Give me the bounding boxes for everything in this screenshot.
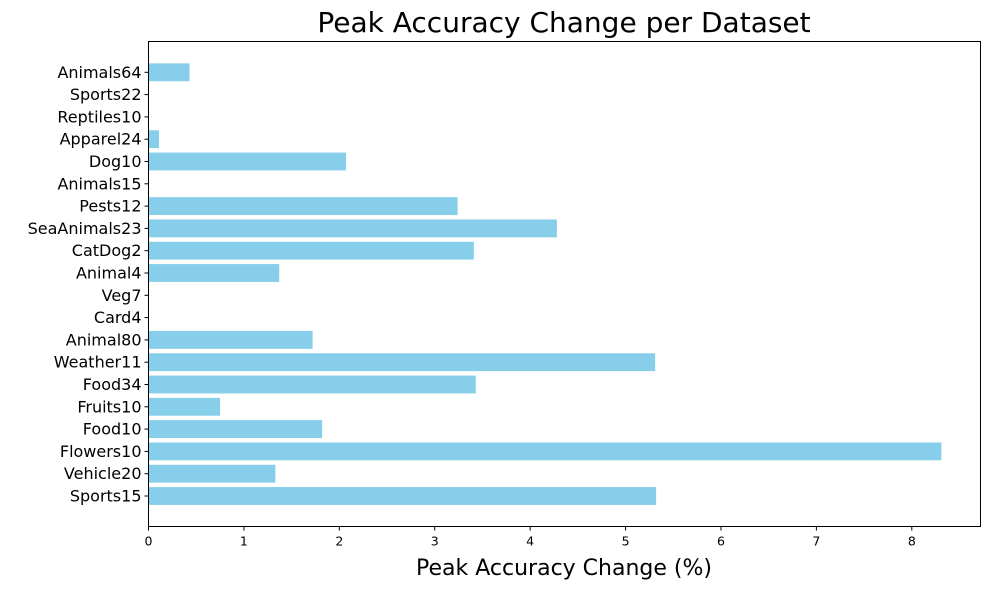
chart-title: Peak Accuracy Change per Dataset xyxy=(317,6,810,39)
bar-flowers10 xyxy=(148,442,942,461)
bar-dog10 xyxy=(148,152,347,171)
y-tick-label: Fruits10 xyxy=(77,397,141,416)
y-tick-label: Reptiles10 xyxy=(57,107,141,126)
x-axis: 0 1 2 3 4 5 6 7 8 xyxy=(145,526,916,549)
y-tick-label: SeaAnimals23 xyxy=(28,219,142,238)
y-tick-label: Sports15 xyxy=(70,487,142,506)
y-tick-label: Vehicle20 xyxy=(64,464,142,483)
y-tick-label: CatDog2 xyxy=(72,241,142,260)
bar-food10 xyxy=(148,420,323,439)
bar-animals64 xyxy=(148,63,190,82)
y-tick-label: Veg7 xyxy=(102,286,142,305)
y-tick-label: Animal4 xyxy=(76,264,142,283)
x-tick-label: 5 xyxy=(622,534,630,549)
x-tick-label: 8 xyxy=(908,534,916,549)
bar-animal4 xyxy=(148,264,280,282)
y-tick-label: Pests12 xyxy=(79,197,141,216)
y-tick-label: Food34 xyxy=(83,375,142,394)
x-tick-label: 4 xyxy=(526,534,534,549)
bar-catdog2 xyxy=(148,241,474,260)
x-tick-label: 7 xyxy=(812,534,820,549)
bar-fruits10 xyxy=(148,397,221,416)
x-tick-label: 1 xyxy=(240,534,248,549)
y-tick-label: Dog10 xyxy=(89,152,142,171)
y-tick-label: Animals64 xyxy=(57,63,141,82)
bar-food34 xyxy=(148,375,476,394)
x-tick-label: 6 xyxy=(717,534,725,549)
y-tick-label: Card4 xyxy=(94,308,142,327)
bar-sports15 xyxy=(148,487,657,505)
y-tick-label: Weather11 xyxy=(54,353,142,372)
y-tick-label: Food10 xyxy=(83,420,142,439)
bar-vehicle20 xyxy=(148,464,276,483)
bars-group xyxy=(148,63,942,505)
bar-seaanimals23 xyxy=(148,219,557,238)
bar-apparel24 xyxy=(148,130,159,149)
y-tick-label: Sports22 xyxy=(70,85,142,104)
y-tick-label: Flowers10 xyxy=(60,442,142,461)
bar-animal80 xyxy=(148,330,313,349)
y-tick-label: Apparel24 xyxy=(60,130,142,149)
x-axis-label: Peak Accuracy Change (%) xyxy=(416,556,712,581)
x-tick-label: 0 xyxy=(145,534,153,549)
y-tick-label: Animal80 xyxy=(66,330,142,349)
x-tick-label: 2 xyxy=(335,534,343,549)
bar-weather11 xyxy=(148,353,656,372)
y-axis: Sports15 Vehicle20 Flowers10 Food10 Fruits10… xyxy=(28,63,149,506)
plot-frame xyxy=(148,41,981,527)
y-tick-label: Animals15 xyxy=(57,174,141,193)
bar-pests12 xyxy=(148,197,458,216)
x-tick-label: 3 xyxy=(431,534,439,549)
